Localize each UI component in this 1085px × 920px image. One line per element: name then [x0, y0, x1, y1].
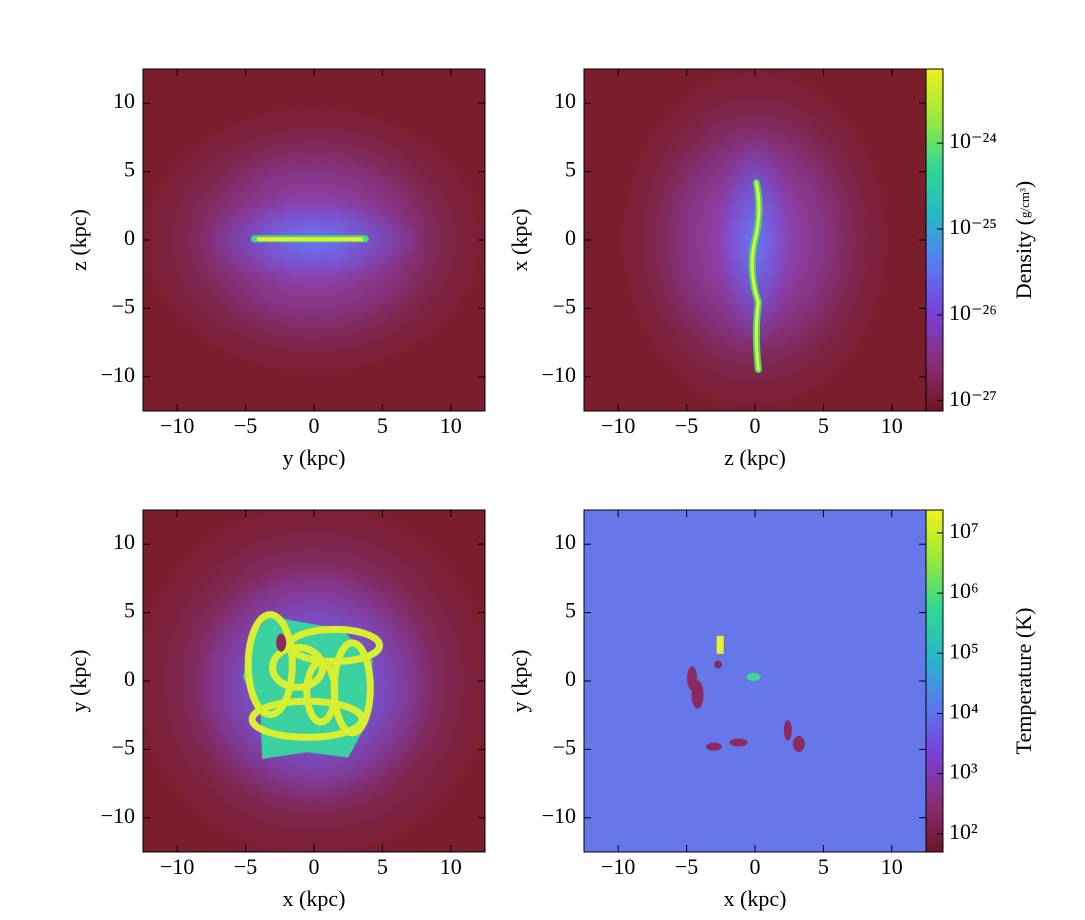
x-tick-label: −10 [601, 413, 635, 438]
colorbar-label-name: Temperature [1011, 644, 1036, 755]
x-tick-label: 0 [309, 854, 320, 879]
x-tick-label: 5 [818, 413, 829, 438]
disk-core [750, 181, 761, 372]
cold-gas [714, 660, 723, 669]
x-tick-label: 5 [377, 854, 388, 879]
x-tick-label: 10 [881, 854, 903, 879]
y-tick-label: −10 [101, 803, 135, 828]
colorbar-tick-label: 10⁻²⁵ [949, 214, 997, 239]
y-tick-label: −10 [101, 362, 135, 387]
colorbar-tick-label: 10⁴ [949, 699, 979, 724]
cold-gas [691, 680, 704, 709]
y-tick-label: 5 [124, 598, 135, 623]
y-tick-label: 10 [554, 529, 576, 554]
hot-gas [716, 635, 724, 654]
y-tick-label: 5 [124, 157, 135, 182]
x-tick-label: 10 [881, 413, 903, 438]
colorbar [925, 509, 944, 853]
colorbar-tick-label: 10⁻²⁷ [949, 386, 997, 411]
x-tick-label: −10 [160, 854, 194, 879]
y-tick-label: 0 [124, 225, 135, 250]
colorbar-tick-label: 10⁶ [949, 578, 979, 603]
y-tick-label: −5 [112, 293, 135, 318]
colorbar-unit-numerator: g [1017, 211, 1032, 218]
panel-image [584, 69, 926, 411]
panel-image [143, 510, 485, 852]
x-axis-label: x (kpc) [283, 886, 346, 911]
y-tick-label: 10 [113, 529, 135, 554]
hot-gas [746, 672, 761, 681]
x-axis-label: y (kpc) [283, 445, 346, 470]
arm [303, 658, 339, 726]
y-tick-label: 0 [565, 225, 576, 250]
arm [244, 611, 296, 719]
cold-gas [792, 735, 805, 752]
colorbar-tick-label: 10⁵ [949, 638, 979, 663]
colorbar-tick-label: 10⁷ [949, 518, 979, 543]
disk-core [256, 237, 364, 242]
x-tick-label: −5 [234, 413, 257, 438]
y-tick-label: −5 [553, 293, 576, 318]
x-tick-label: 5 [377, 413, 388, 438]
panel-image [143, 69, 485, 411]
colorbar-label-name: Density [1011, 231, 1036, 299]
y-tick-label: −10 [542, 803, 576, 828]
cold-gas [729, 738, 748, 747]
y-tick-label: −5 [112, 734, 135, 759]
y-tick-label: −10 [542, 362, 576, 387]
x-tick-label: 10 [440, 854, 462, 879]
colorbar-unit: K [1011, 615, 1036, 631]
colorbar-tick-label: 10² [949, 819, 978, 844]
panel-image [584, 510, 926, 852]
y-tick-label: 5 [565, 157, 576, 182]
field [584, 510, 926, 852]
colorbar-unit-separator: / [1017, 207, 1032, 211]
x-tick-label: −5 [675, 413, 698, 438]
x-tick-label: 10 [440, 413, 462, 438]
cold-gas [705, 742, 722, 751]
colorbar-unit-denominator: cm³ [1017, 188, 1032, 208]
y-tick-label: 5 [565, 598, 576, 623]
y-axis-label: y (kpc) [507, 650, 532, 713]
colorbar-tick-label: 10³ [949, 759, 978, 784]
colorbar [925, 68, 944, 412]
x-tick-label: 0 [750, 854, 761, 879]
y-axis-label: y (kpc) [66, 650, 91, 713]
colorbar-label: Temperature (K) [1011, 608, 1036, 755]
colorbar-label: Density (g/cm³) [1011, 181, 1036, 300]
x-tick-label: −10 [601, 854, 635, 879]
x-tick-label: 0 [309, 413, 320, 438]
colorbar-tick-label: 10⁻²⁶ [949, 300, 997, 325]
x-axis-label: x (kpc) [724, 886, 787, 911]
y-tick-label: 0 [124, 666, 135, 691]
y-axis-label: x (kpc) [507, 209, 532, 272]
x-tick-label: 0 [750, 413, 761, 438]
y-tick-label: 10 [554, 88, 576, 113]
colorbar-tick-label: 10⁻²⁴ [949, 128, 997, 153]
x-tick-label: −5 [675, 854, 698, 879]
cold-gas [783, 720, 792, 741]
hole [276, 633, 287, 652]
y-axis-label: z (kpc) [66, 209, 91, 271]
x-axis-label: z (kpc) [724, 445, 786, 470]
x-tick-label: −5 [234, 854, 257, 879]
y-tick-label: −5 [553, 734, 576, 759]
y-tick-label: 10 [113, 88, 135, 113]
x-tick-label: −10 [160, 413, 194, 438]
x-tick-label: 5 [818, 854, 829, 879]
y-tick-label: 0 [565, 666, 576, 691]
arm [269, 643, 327, 691]
